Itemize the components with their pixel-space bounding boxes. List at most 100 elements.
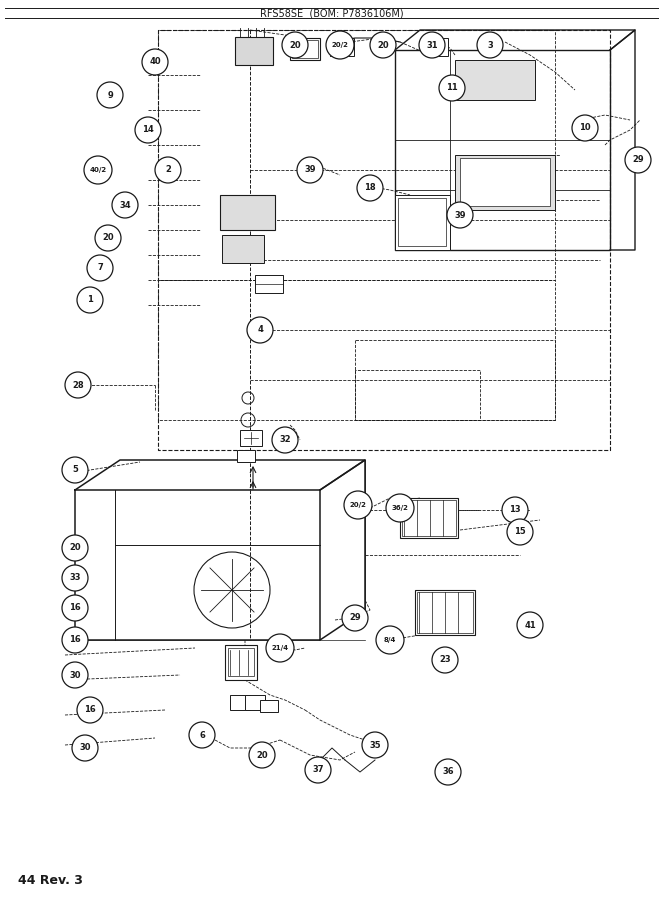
Text: 40: 40 bbox=[149, 58, 161, 67]
Text: 32: 32 bbox=[279, 436, 291, 445]
Bar bbox=[237, 450, 255, 462]
Text: 23: 23 bbox=[439, 655, 451, 664]
Bar bbox=[225, 645, 257, 680]
Text: 13: 13 bbox=[509, 506, 521, 515]
Circle shape bbox=[344, 491, 372, 519]
Circle shape bbox=[502, 497, 528, 523]
Text: 35: 35 bbox=[369, 741, 381, 750]
Bar bbox=[330, 38, 354, 56]
Circle shape bbox=[572, 115, 598, 141]
Circle shape bbox=[297, 157, 323, 183]
Text: 33: 33 bbox=[69, 573, 81, 582]
Circle shape bbox=[370, 32, 396, 58]
Text: 16: 16 bbox=[69, 604, 81, 613]
Circle shape bbox=[247, 317, 273, 343]
Bar bbox=[460, 158, 550, 206]
Circle shape bbox=[72, 735, 98, 761]
Circle shape bbox=[477, 32, 503, 58]
Circle shape bbox=[62, 457, 88, 483]
Bar bbox=[255, 275, 283, 293]
Circle shape bbox=[266, 634, 294, 662]
Circle shape bbox=[435, 759, 461, 785]
Text: 5: 5 bbox=[72, 465, 78, 474]
Text: 29: 29 bbox=[349, 614, 361, 623]
Circle shape bbox=[272, 427, 298, 453]
Circle shape bbox=[432, 647, 458, 673]
Circle shape bbox=[326, 31, 354, 59]
Circle shape bbox=[65, 372, 91, 398]
Circle shape bbox=[62, 565, 88, 591]
Text: 20: 20 bbox=[69, 544, 81, 553]
Bar bbox=[228, 648, 254, 676]
Text: 37: 37 bbox=[312, 766, 324, 775]
Bar bbox=[245, 695, 265, 710]
Text: 21/4: 21/4 bbox=[272, 645, 289, 651]
Circle shape bbox=[62, 535, 88, 561]
Circle shape bbox=[376, 626, 404, 654]
Circle shape bbox=[87, 255, 113, 281]
Circle shape bbox=[305, 757, 331, 783]
Bar bbox=[395, 195, 450, 250]
Bar bbox=[290, 38, 320, 60]
Circle shape bbox=[517, 612, 543, 638]
Bar bbox=[260, 700, 278, 712]
Text: 1: 1 bbox=[87, 295, 93, 304]
Text: 36: 36 bbox=[442, 768, 454, 777]
Bar bbox=[428, 38, 448, 56]
Circle shape bbox=[447, 202, 473, 228]
Circle shape bbox=[77, 287, 103, 313]
Text: 39: 39 bbox=[454, 211, 465, 220]
Circle shape bbox=[249, 742, 275, 768]
Text: 6: 6 bbox=[199, 731, 205, 740]
Circle shape bbox=[62, 595, 88, 621]
Circle shape bbox=[362, 732, 388, 758]
Text: 11: 11 bbox=[446, 84, 458, 93]
Circle shape bbox=[282, 32, 308, 58]
Circle shape bbox=[95, 225, 121, 251]
Circle shape bbox=[112, 192, 138, 218]
Circle shape bbox=[419, 32, 445, 58]
Text: 10: 10 bbox=[579, 123, 591, 132]
Circle shape bbox=[135, 117, 161, 143]
Bar bbox=[240, 430, 262, 446]
Circle shape bbox=[142, 49, 168, 75]
Text: 20: 20 bbox=[290, 40, 301, 50]
Text: 36/2: 36/2 bbox=[392, 505, 408, 511]
Circle shape bbox=[439, 75, 465, 101]
Circle shape bbox=[77, 697, 103, 723]
Text: 15: 15 bbox=[514, 527, 526, 536]
Text: 4: 4 bbox=[257, 326, 263, 335]
Circle shape bbox=[342, 605, 368, 631]
Text: 18: 18 bbox=[364, 184, 376, 193]
Text: 41: 41 bbox=[524, 620, 536, 629]
Circle shape bbox=[507, 519, 533, 545]
Bar bbox=[415, 590, 475, 635]
Text: 3: 3 bbox=[487, 40, 493, 50]
Text: 8/4: 8/4 bbox=[384, 637, 396, 643]
Text: 30: 30 bbox=[79, 743, 91, 752]
Text: 28: 28 bbox=[72, 381, 84, 390]
Text: 7: 7 bbox=[97, 264, 103, 273]
Bar bbox=[400, 498, 458, 538]
Circle shape bbox=[97, 82, 123, 108]
Text: 20/2: 20/2 bbox=[331, 42, 349, 48]
Bar bbox=[455, 60, 535, 100]
Text: 16: 16 bbox=[69, 635, 81, 644]
Bar bbox=[220, 195, 275, 230]
Bar bbox=[417, 592, 473, 633]
Text: 40/2: 40/2 bbox=[90, 167, 106, 173]
Text: 20: 20 bbox=[256, 751, 268, 760]
Bar bbox=[398, 198, 446, 246]
Text: 14: 14 bbox=[142, 125, 154, 134]
Circle shape bbox=[357, 175, 383, 201]
Text: 34: 34 bbox=[119, 201, 131, 210]
Circle shape bbox=[386, 494, 414, 522]
Bar bbox=[222, 235, 264, 263]
Text: 9: 9 bbox=[107, 91, 113, 100]
Circle shape bbox=[84, 156, 112, 184]
Bar bbox=[292, 40, 318, 58]
Bar bbox=[235, 37, 273, 65]
Text: 2: 2 bbox=[165, 166, 171, 175]
Text: 31: 31 bbox=[426, 40, 438, 50]
Text: 20/2: 20/2 bbox=[349, 502, 367, 508]
